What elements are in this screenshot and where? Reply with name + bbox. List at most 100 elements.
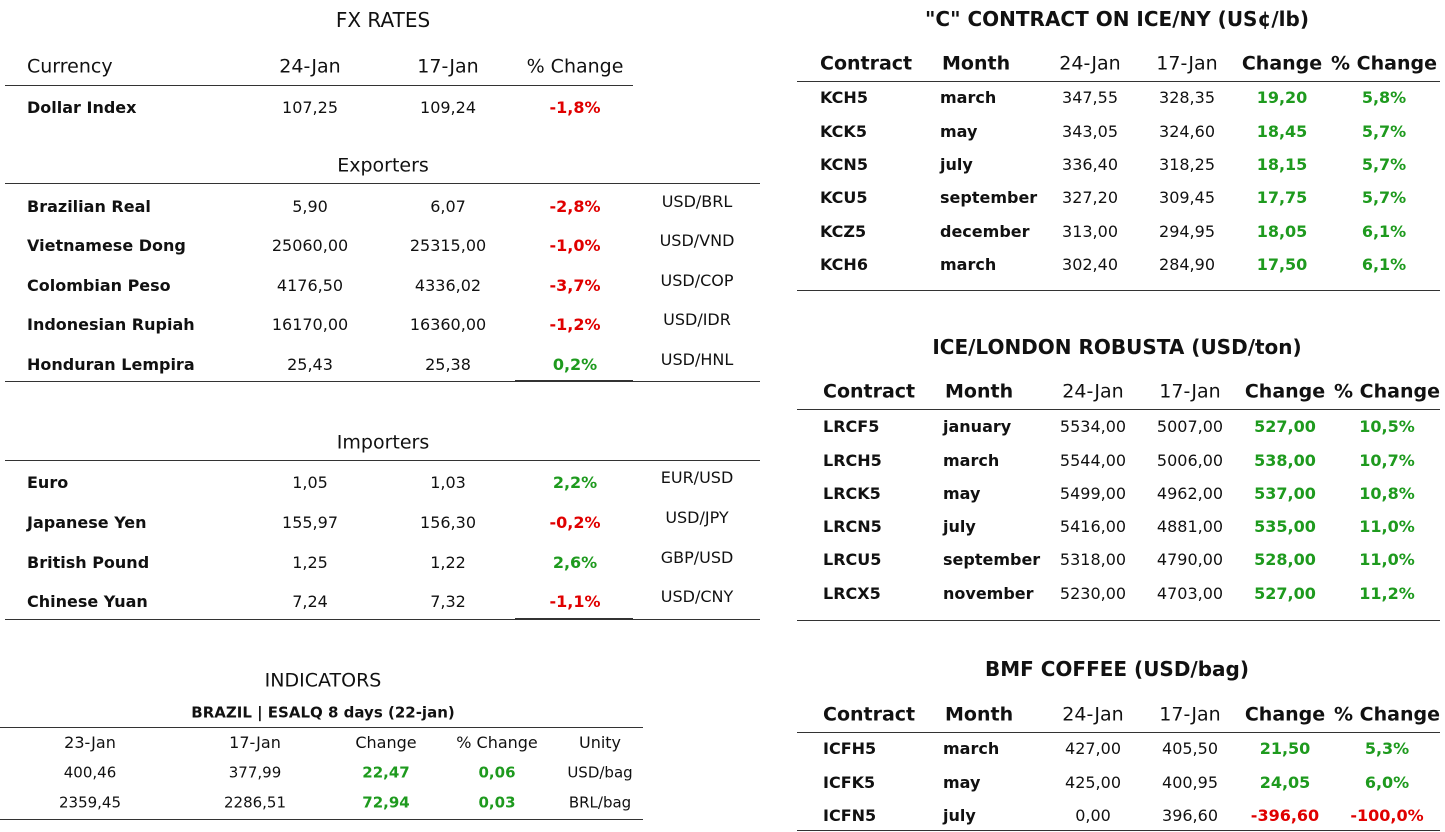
- cell: 2,2%: [552, 473, 598, 492]
- rule: [5, 183, 760, 184]
- column-header: Currency: [27, 55, 113, 78]
- cell: Chinese Yuan: [27, 592, 148, 611]
- column-header: 17-Jan: [417, 55, 479, 78]
- rule: [0, 727, 643, 728]
- cell: USD/IDR: [663, 310, 731, 329]
- cell: 16360,00: [409, 315, 487, 334]
- cell: 11,0%: [1359, 517, 1415, 536]
- cell: Honduran Lempira: [27, 355, 195, 374]
- cell: 21,50: [1259, 739, 1311, 758]
- column-header: Contract: [823, 703, 916, 726]
- cell: march: [940, 88, 997, 107]
- cell: 1,03: [430, 473, 466, 492]
- cell: 5,8%: [1361, 88, 1407, 107]
- column-header: Month: [942, 52, 1011, 75]
- cell: EUR/USD: [660, 468, 734, 487]
- cell: KCH5: [820, 88, 868, 107]
- cell: september: [943, 550, 1041, 569]
- cell: 5499,00: [1059, 484, 1127, 503]
- column-header: 24-Jan: [1059, 52, 1121, 75]
- cell: 16170,00: [271, 315, 349, 334]
- cell: 25,43: [287, 355, 333, 374]
- cell: 11,2%: [1359, 584, 1415, 603]
- rule: [797, 732, 1440, 733]
- column-header: Month: [945, 380, 1014, 403]
- cell: 294,95: [1159, 222, 1215, 241]
- cell: 528,00: [1254, 550, 1316, 569]
- column-header: 24-Jan: [1062, 380, 1124, 403]
- column-header: 17-Jan: [1159, 380, 1221, 403]
- cell: 2286,51: [223, 793, 287, 812]
- cell: 4336,02: [414, 276, 482, 295]
- column-header: % Change: [1334, 380, 1440, 403]
- cell: 6,1%: [1361, 255, 1407, 274]
- cell: 400,46: [63, 763, 117, 782]
- cell: LRCU5: [823, 550, 882, 569]
- cell: september: [940, 188, 1038, 207]
- column-header: Change: [1244, 380, 1326, 403]
- cell: Colombian Peso: [27, 276, 171, 295]
- cell: Dollar Index: [27, 98, 137, 117]
- cell: 527,00: [1254, 584, 1316, 603]
- cell: Brazilian Real: [27, 197, 151, 216]
- cell: 109,24: [420, 98, 476, 117]
- cell: 155,97: [282, 513, 338, 532]
- cell: 0,06: [478, 763, 516, 782]
- column-header: Change: [1244, 703, 1326, 726]
- cell: USD/BRL: [661, 192, 733, 211]
- cell: 72,94: [362, 793, 410, 812]
- cell: 18,15: [1256, 155, 1308, 174]
- cell: 0,2%: [552, 355, 598, 374]
- cell: may: [943, 484, 981, 503]
- rule: [5, 85, 633, 86]
- column-header: % Change: [526, 55, 624, 78]
- cell: 2359,45: [58, 793, 122, 812]
- cell: 5,7%: [1361, 122, 1407, 141]
- cell: 5416,00: [1059, 517, 1127, 536]
- column-header: 24-Jan: [1062, 703, 1124, 726]
- cell: KCH6: [820, 255, 868, 274]
- rule: [515, 618, 633, 620]
- column-header: 24-Jan: [279, 55, 341, 78]
- cell: LRCF5: [823, 417, 880, 436]
- column-header: Contract: [820, 52, 913, 75]
- rule: [797, 290, 1440, 291]
- cell: Indonesian Rupiah: [27, 315, 195, 334]
- cell: 19,20: [1256, 88, 1308, 107]
- cell: 284,90: [1159, 255, 1215, 274]
- cell: 5534,00: [1059, 417, 1127, 436]
- cell: 4881,00: [1156, 517, 1224, 536]
- cell: USD/VND: [659, 231, 735, 250]
- cell: USD/CNY: [660, 587, 734, 606]
- group-title: Exporters: [337, 154, 429, 177]
- cell: 7,32: [430, 592, 466, 611]
- cell: 328,35: [1159, 88, 1215, 107]
- rule: [0, 819, 643, 820]
- cell: -100,0%: [1350, 806, 1424, 825]
- cell: 535,00: [1254, 517, 1316, 536]
- cell: 6,1%: [1361, 222, 1407, 241]
- cell: 11,0%: [1359, 550, 1415, 569]
- cell: -0,2%: [549, 513, 601, 532]
- cell: 18,45: [1256, 122, 1308, 141]
- cell: Japanese Yen: [27, 513, 147, 532]
- cell: GBP/USD: [660, 548, 734, 567]
- cell: may: [943, 773, 981, 792]
- cell: 396,60: [1162, 806, 1218, 825]
- rule: [797, 81, 1440, 82]
- column-header: % Change: [456, 733, 538, 752]
- cell: 538,00: [1254, 451, 1316, 470]
- cell: march: [940, 255, 997, 274]
- cell: 427,00: [1065, 739, 1121, 758]
- cell: USD/COP: [660, 271, 734, 290]
- cell: 18,05: [1256, 222, 1308, 241]
- rule: [5, 381, 760, 382]
- cell: ICFN5: [823, 806, 877, 825]
- cell: British Pound: [27, 553, 150, 572]
- rule: [5, 619, 760, 620]
- cell: 324,60: [1159, 122, 1215, 141]
- cell: 527,00: [1254, 417, 1316, 436]
- cell: USD/JPY: [665, 508, 729, 527]
- cell: 318,25: [1159, 155, 1215, 174]
- cell: BRL/bag: [568, 793, 632, 812]
